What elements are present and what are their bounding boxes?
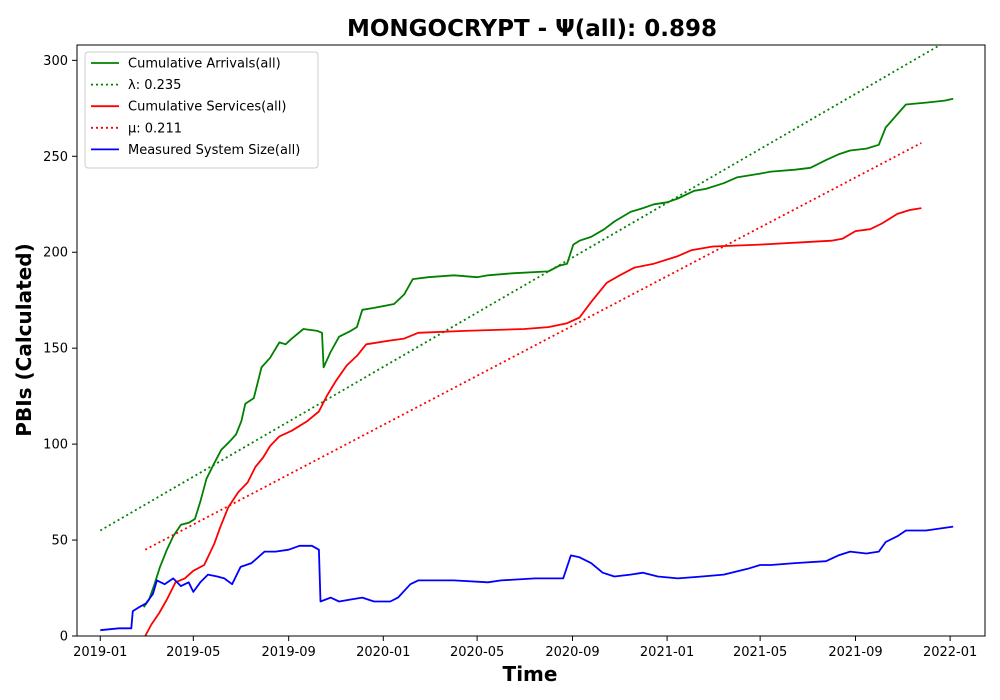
x-tick-label: 2020-01 [356, 645, 410, 660]
x-tick-label: 2022-01 [923, 645, 977, 660]
x-axis-label: Time [503, 662, 558, 686]
chart-title: MONGOCRYPT - Ψ(all): 0.898 [347, 16, 717, 42]
series-line-3 [144, 142, 922, 551]
x-tick-label: 2020-05 [450, 645, 504, 660]
x-tick-label: 2019-09 [262, 645, 316, 660]
x-tick-label: 2021-05 [733, 645, 787, 660]
x-tick-label: 2020-09 [545, 645, 599, 660]
plot-frame [76, 44, 986, 637]
legend-label: Cumulative Arrivals(all) [128, 57, 281, 72]
series-line-0 [142, 97, 954, 608]
y-axis-label: PBIs (Calculated) [12, 243, 36, 436]
y-tick-label: 250 [43, 150, 68, 165]
y-tick-label: 200 [43, 246, 68, 261]
series-line-1 [99, 45, 942, 532]
x-tick-label: 2021-01 [640, 645, 694, 660]
y-tick-label: 150 [43, 342, 68, 357]
x-tick-label: 2019-01 [73, 645, 127, 660]
legend-label: λ: 0.235 [128, 78, 181, 93]
series-line-4 [100, 525, 954, 632]
series-layer [99, 45, 954, 636]
legend-box [84, 51, 319, 169]
legend-label: Cumulative Services(all) [128, 100, 286, 115]
series-line-2 [144, 207, 922, 636]
x-tick-label: 2021-09 [828, 645, 882, 660]
y-tick-label: 300 [43, 54, 68, 69]
y-tick-label: 50 [51, 534, 68, 549]
legend-label: μ: 0.211 [128, 121, 182, 136]
legend: Cumulative Arrivals(all) λ: 0.235 Cumulati… [84, 51, 319, 169]
x-tick-label: 2019-05 [166, 645, 220, 660]
y-tick-label: 100 [43, 438, 68, 453]
legend-label: Measured System Size(all) [128, 143, 300, 158]
y-tick-label: 0 [60, 630, 68, 645]
axes-layer: 2019-01 2019-05 2019-09 2020-01 2020-05 2020-… [43, 44, 986, 660]
